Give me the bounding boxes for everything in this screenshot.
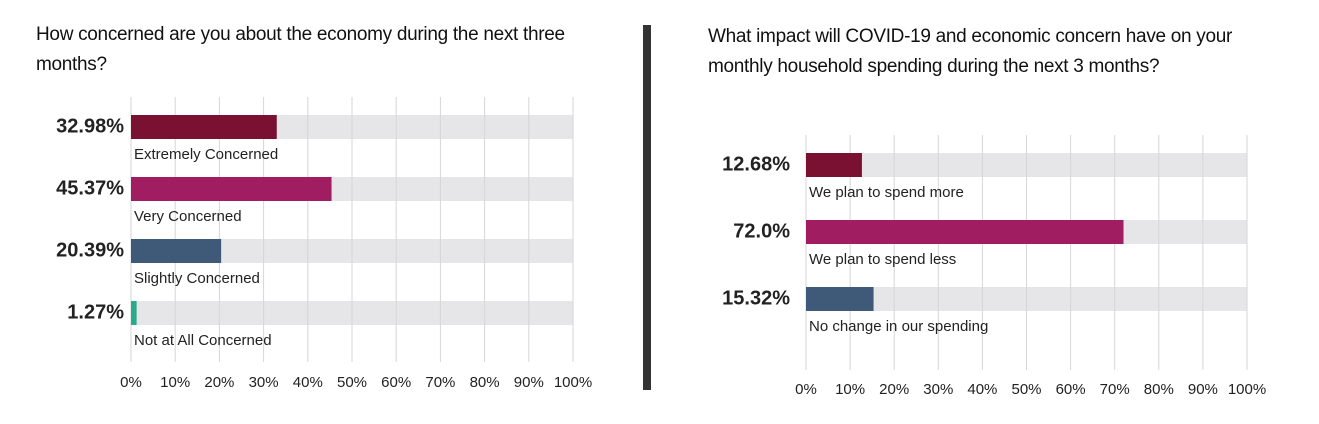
x-tick-label: 70%	[425, 374, 455, 391]
x-tick-label: 10%	[160, 374, 190, 391]
x-tick-label: 0%	[795, 381, 817, 398]
category-label: We plan to spend less	[809, 251, 956, 268]
x-tick-label: 20%	[204, 374, 234, 391]
bar	[131, 115, 277, 139]
bar	[806, 153, 862, 177]
x-tick-label: 80%	[1144, 381, 1174, 398]
x-tick-label: 20%	[879, 381, 909, 398]
value-label: 45.37%	[56, 177, 124, 199]
x-tick-label: 10%	[835, 381, 865, 398]
category-label: We plan to spend more	[809, 184, 964, 201]
category-label: Very Concerned	[134, 208, 242, 225]
x-tick-label: 100%	[1228, 381, 1266, 398]
x-tick-label: 50%	[1011, 381, 1041, 398]
x-tick-label: 30%	[923, 381, 953, 398]
category-label: Extremely Concerned	[134, 146, 278, 163]
x-tick-label: 40%	[293, 374, 323, 391]
bar	[806, 287, 874, 311]
category-label: Slightly Concerned	[134, 270, 260, 287]
x-tick-label: 90%	[1188, 381, 1218, 398]
x-tick-label: 90%	[514, 374, 544, 391]
x-tick-label: 30%	[249, 374, 279, 391]
value-label: 12.68%	[722, 153, 790, 175]
bar	[131, 239, 222, 263]
category-label: Not at All Concerned	[134, 332, 272, 349]
divider	[643, 25, 651, 390]
bar	[131, 177, 332, 201]
chart-title: How concerned are you about the economy …	[36, 24, 565, 75]
category-label: No change in our spending	[809, 318, 988, 335]
value-label: 32.98%	[56, 115, 124, 137]
value-label: 1.27%	[67, 301, 124, 323]
value-label: 15.32%	[722, 287, 790, 309]
bar	[806, 220, 1124, 244]
x-tick-label: 0%	[120, 374, 142, 391]
x-tick-label: 40%	[967, 381, 997, 398]
value-label: 72.0%	[733, 220, 790, 242]
bar	[131, 301, 137, 325]
x-tick-label: 70%	[1100, 381, 1130, 398]
x-tick-label: 60%	[381, 374, 411, 391]
x-tick-label: 50%	[337, 374, 367, 391]
value-label: 20.39%	[56, 239, 124, 261]
x-tick-label: 60%	[1056, 381, 1086, 398]
x-tick-label: 100%	[554, 374, 592, 391]
chart-title: What impact will COVID-19 and economic c…	[708, 26, 1233, 77]
x-tick-label: 80%	[470, 374, 500, 391]
